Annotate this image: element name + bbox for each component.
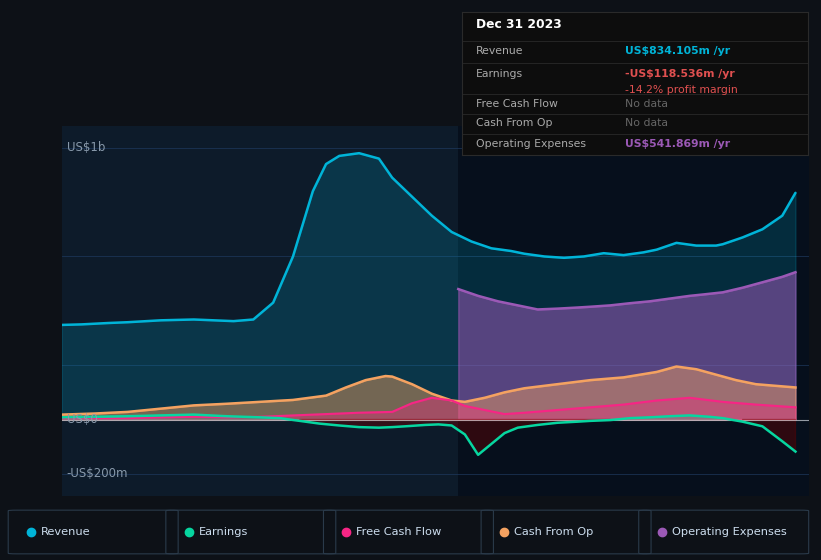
Text: -US$200m: -US$200m: [67, 468, 128, 480]
Text: No data: No data: [625, 118, 667, 128]
Text: US$834.105m /yr: US$834.105m /yr: [625, 46, 730, 57]
Text: US$541.869m /yr: US$541.869m /yr: [625, 138, 730, 148]
Text: No data: No data: [625, 99, 667, 109]
Text: Free Cash Flow: Free Cash Flow: [476, 99, 557, 109]
Text: Cash From Op: Cash From Op: [476, 118, 553, 128]
Text: Revenue: Revenue: [476, 46, 523, 57]
Text: -14.2% profit margin: -14.2% profit margin: [625, 85, 737, 95]
Text: Revenue: Revenue: [41, 527, 90, 537]
Text: Dec 31 2023: Dec 31 2023: [476, 18, 562, 31]
Text: Cash From Op: Cash From Op: [514, 527, 594, 537]
Text: US$1b: US$1b: [67, 141, 105, 154]
Text: Earnings: Earnings: [476, 69, 523, 79]
Text: Earnings: Earnings: [199, 527, 248, 537]
Text: -US$118.536m /yr: -US$118.536m /yr: [625, 69, 734, 79]
Text: Operating Expenses: Operating Expenses: [672, 527, 787, 537]
Text: US$0: US$0: [67, 413, 98, 426]
Text: Operating Expenses: Operating Expenses: [476, 138, 586, 148]
Bar: [458, 126, 809, 496]
Text: Free Cash Flow: Free Cash Flow: [356, 527, 442, 537]
